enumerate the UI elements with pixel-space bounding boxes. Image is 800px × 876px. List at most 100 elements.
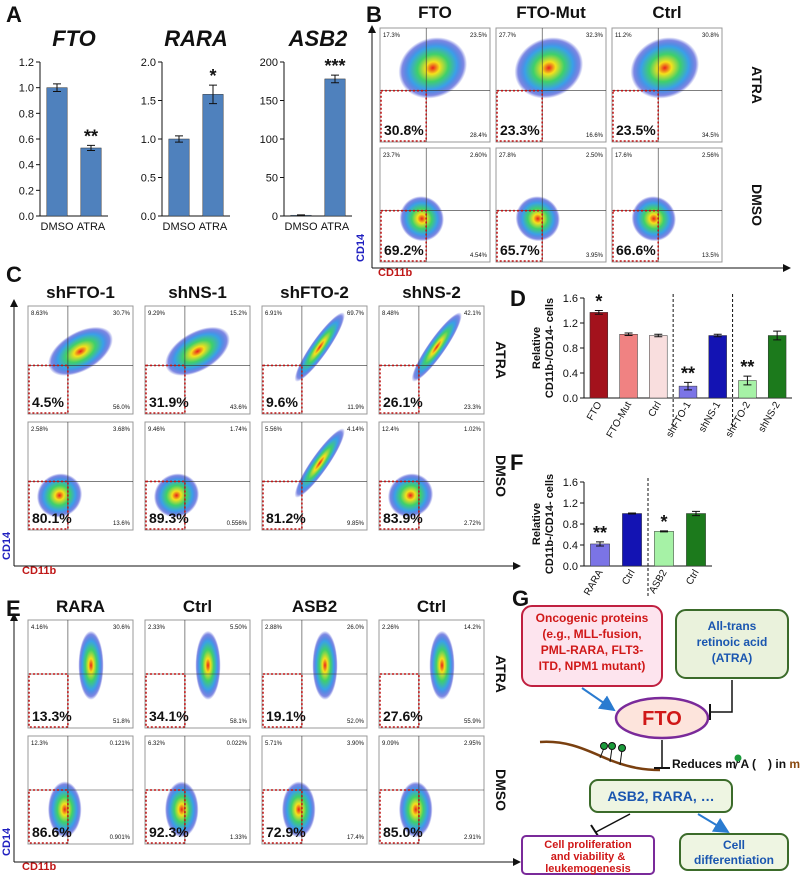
gate [379, 789, 420, 844]
y-tick-label: 0.4 [19, 160, 34, 172]
y-axis-label: CD14 [355, 233, 367, 262]
quadrant-value: 30.8% [702, 33, 720, 39]
gate [612, 89, 660, 142]
gate [496, 209, 544, 262]
quadrant-value: 4.16% [31, 625, 49, 631]
differentiation-text: differentiation [694, 853, 774, 867]
flow-plot: 17.6% 2.56% 13.5% 66.6% [611, 147, 723, 263]
x-tick-label: shNS-2 [757, 400, 783, 435]
arrow [581, 687, 616, 712]
error-bar [624, 332, 633, 336]
column-title: shNS-1 [168, 283, 227, 302]
flow-plot: 2.33% 5.50% 58.1% 34.1% [144, 619, 251, 729]
quadrant-value: 42.1% [464, 311, 482, 317]
y-tick-label: 1.0 [141, 134, 156, 146]
density-cloud [281, 781, 316, 838]
density-cloud [514, 37, 584, 99]
row-label: DMSO [493, 769, 509, 811]
fto-node [614, 696, 710, 740]
annotation: ** [681, 363, 695, 383]
quadrant-value: 5.56% [265, 427, 283, 433]
gate-percent: 26.1% [383, 394, 423, 410]
flow-plot: 6.32% 0.022% 1.33% 92.3% [144, 735, 251, 845]
quadrant-value: 6.32% [148, 741, 166, 747]
quadrant-value: 28.4% [470, 133, 488, 139]
x-tick-label: RARA [582, 568, 606, 598]
annotation: * [595, 292, 602, 312]
x-axis-label: CD11b [22, 565, 57, 577]
quadrant-value: 6.91% [265, 311, 283, 317]
density-cloud [387, 473, 434, 518]
m6a-pin [734, 759, 739, 770]
column-title: shFTO-1 [46, 283, 115, 302]
row-label: ATRA [493, 341, 509, 379]
m6a-pins [599, 742, 626, 766]
gate-percent: 23.3% [500, 122, 540, 138]
quadrant-value: 14.2% [464, 625, 482, 631]
error-bar [53, 83, 61, 93]
oncogenic-text: Oncogenic proteins [536, 611, 649, 625]
x-tick-label: FTO [585, 400, 605, 423]
targets-text: ASB2, RARA, … [607, 788, 714, 804]
bar [708, 335, 727, 399]
flow-plot: 17.3% 23.5% 28.4% 30.8% [379, 27, 491, 143]
quadrant-value: 12.3% [31, 741, 49, 747]
column-title: Ctrl [652, 3, 681, 22]
quadrant-value: 2.33% [148, 625, 166, 631]
quadrant-value: 3.95% [586, 253, 604, 259]
proliferation-text: Cell proliferation [544, 839, 632, 851]
x-axis-label: CD11b [22, 861, 57, 873]
y-tick-label: 200 [260, 57, 278, 69]
annotation: ** [84, 126, 98, 146]
bar [767, 335, 787, 399]
gate-percent: 92.3% [149, 824, 189, 840]
proliferation-box [521, 835, 655, 875]
y-tick-label: 2.0 [141, 57, 156, 69]
bar [80, 147, 102, 217]
gate [496, 89, 544, 142]
error-bar [773, 330, 782, 341]
quadrant-value: 2.95% [464, 741, 482, 747]
x-tick-label: shFTO-2 [724, 400, 753, 440]
quadrant-value: 2.72% [464, 521, 482, 527]
density-cloud [153, 473, 200, 518]
flow-plot: 9.09% 2.95% 2.91% 85.0% [378, 735, 485, 845]
gate-percent: 23.5% [616, 122, 656, 138]
gate-percent: 85.0% [383, 824, 423, 840]
gate [380, 89, 428, 142]
y-tick-label: 1.2 [563, 498, 578, 510]
gate-percent: 81.2% [266, 510, 306, 526]
flow-plot: 2.58% 3.68% 13.6% 80.1% [27, 421, 134, 531]
flow-plot: 2.26% 14.2% 55.9% 27.6% [378, 619, 485, 729]
y-tick-label: 0.4 [563, 540, 578, 552]
quadrant-value: 32.3% [586, 33, 604, 39]
flow-plot: 5.71% 3.90% 17.4% 72.9% [261, 735, 368, 845]
y-axis-label: Relative [531, 327, 543, 369]
quadrant-value: 4.14% [347, 427, 365, 433]
bar [619, 334, 638, 399]
x-tick-label: ASB2 [647, 568, 670, 596]
bar [324, 78, 346, 217]
quadrant-value: 17.4% [347, 835, 365, 841]
quadrant-value: 43.6% [230, 405, 248, 411]
column-title: shFTO-2 [280, 283, 349, 302]
fto-text: FTO [642, 708, 682, 730]
quadrant-value: 9.09% [382, 741, 400, 747]
flow-plot: 9.46% 1.74% 0.556% 89.3% [144, 421, 251, 531]
density-cloud [429, 630, 455, 700]
quadrant-value: 15.2% [230, 311, 248, 317]
inhibit [710, 680, 733, 713]
oncogenic-box [521, 605, 663, 687]
quadrant-value: 9.29% [148, 311, 166, 317]
column-title: FTO [418, 3, 452, 22]
density-cloud [294, 312, 345, 382]
y-tick-label: 100 [260, 134, 278, 146]
x-tick-label: shFTO-1 [664, 400, 693, 440]
density-cloud [398, 37, 468, 99]
row-label: ATRA [749, 66, 765, 104]
quadrant-value: 17.3% [383, 33, 401, 39]
density-cloud [515, 196, 561, 242]
panel-label: F [510, 450, 523, 475]
oncogenic-text: ITD, NPM1 mutant) [539, 659, 646, 673]
quadrant-value: 51.8% [113, 719, 131, 725]
